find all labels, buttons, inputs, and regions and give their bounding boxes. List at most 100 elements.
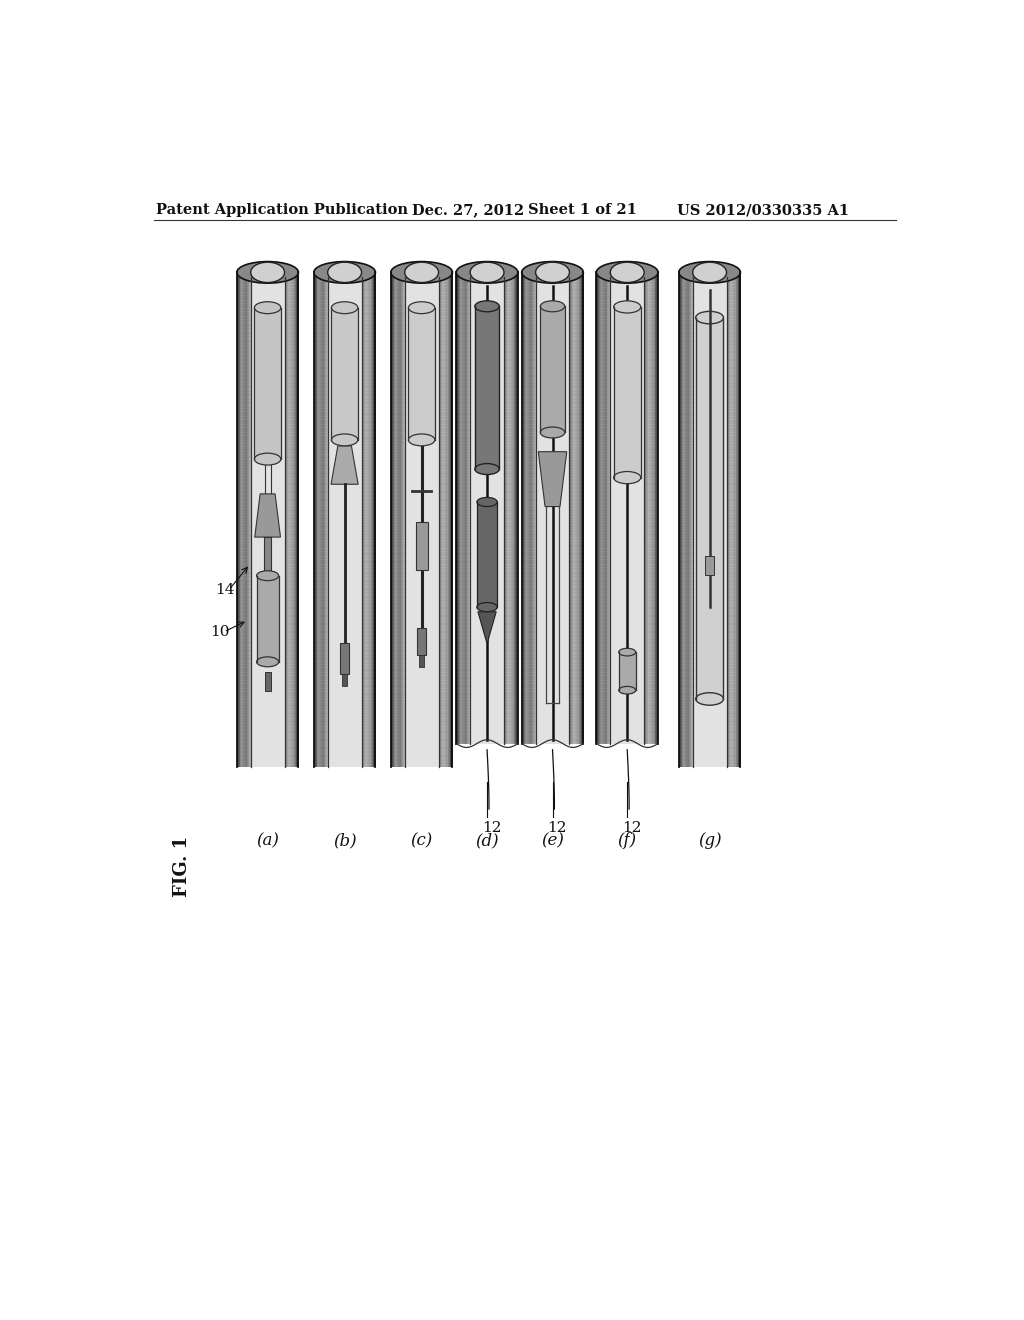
Bar — [244, 272, 245, 767]
Bar — [528, 272, 529, 743]
Bar — [601, 272, 602, 743]
Bar — [727, 272, 728, 767]
Bar — [316, 272, 317, 767]
Bar — [688, 272, 689, 767]
Bar — [295, 272, 296, 767]
Ellipse shape — [457, 261, 518, 284]
Bar — [656, 272, 657, 743]
Bar — [393, 272, 394, 767]
Bar — [506, 272, 507, 743]
Bar — [249, 272, 251, 767]
Bar — [239, 272, 240, 767]
Bar — [397, 272, 398, 767]
Bar — [292, 272, 293, 767]
Bar — [365, 272, 366, 767]
Bar — [582, 272, 583, 743]
Bar — [515, 272, 516, 743]
Bar — [570, 272, 571, 743]
Bar — [395, 272, 396, 767]
Bar — [733, 272, 734, 767]
Bar — [393, 272, 394, 767]
Bar — [572, 272, 574, 743]
Bar — [739, 272, 740, 767]
Bar — [657, 272, 658, 743]
Bar — [651, 272, 653, 743]
Bar — [361, 272, 362, 767]
Bar — [292, 272, 293, 767]
Ellipse shape — [313, 261, 376, 284]
Ellipse shape — [251, 263, 285, 282]
Bar — [392, 272, 393, 767]
Bar — [241, 272, 242, 767]
Bar — [525, 272, 526, 743]
Ellipse shape — [409, 434, 435, 446]
Bar — [467, 272, 469, 743]
Bar — [332, 308, 357, 440]
Bar — [370, 272, 371, 767]
Bar — [286, 272, 287, 767]
Bar — [682, 272, 683, 767]
Bar — [366, 272, 367, 767]
Bar — [401, 272, 403, 767]
Bar — [372, 272, 373, 767]
Bar — [683, 272, 684, 767]
Bar — [686, 272, 687, 767]
Bar — [692, 272, 693, 767]
Text: FIG. 1: FIG. 1 — [173, 836, 191, 898]
Bar — [248, 272, 249, 767]
Ellipse shape — [477, 498, 498, 507]
Bar — [247, 272, 248, 767]
Bar — [649, 272, 651, 743]
Bar — [439, 272, 440, 767]
Bar — [457, 272, 458, 743]
Bar — [362, 272, 365, 767]
Bar — [607, 272, 608, 743]
Bar — [318, 272, 319, 767]
Bar — [237, 272, 238, 767]
Ellipse shape — [257, 657, 279, 667]
Bar — [401, 272, 402, 767]
Text: Dec. 27, 2012: Dec. 27, 2012 — [412, 203, 524, 216]
Bar — [451, 272, 452, 767]
Bar — [342, 675, 347, 686]
Bar — [298, 272, 299, 767]
Bar — [468, 272, 469, 743]
Bar — [475, 306, 500, 469]
Bar — [241, 272, 242, 767]
Bar — [602, 272, 603, 743]
Bar — [254, 308, 281, 459]
Bar — [652, 272, 653, 743]
Ellipse shape — [254, 302, 281, 314]
Bar — [323, 272, 324, 767]
Bar — [391, 272, 392, 767]
Bar — [735, 272, 736, 767]
Bar — [319, 272, 321, 767]
Bar — [245, 272, 247, 767]
Bar — [517, 272, 518, 743]
Text: Sheet 1 of 21: Sheet 1 of 21 — [528, 203, 637, 216]
Bar — [735, 272, 736, 767]
Bar — [597, 272, 598, 743]
Bar — [521, 272, 523, 743]
Bar — [575, 272, 577, 743]
Bar — [325, 272, 326, 767]
Bar — [570, 272, 572, 743]
Bar — [645, 272, 647, 743]
Bar — [374, 272, 375, 767]
Bar — [605, 272, 606, 743]
Bar — [609, 272, 610, 743]
Bar — [318, 272, 319, 767]
Bar — [680, 272, 681, 767]
Ellipse shape — [618, 686, 636, 694]
Bar — [506, 272, 507, 743]
Bar — [606, 272, 607, 743]
Bar — [296, 272, 297, 767]
Bar — [526, 272, 527, 743]
Bar — [440, 272, 441, 767]
Bar — [313, 272, 315, 767]
Bar — [326, 272, 327, 767]
Bar — [508, 272, 509, 743]
Bar — [322, 272, 323, 767]
Ellipse shape — [409, 302, 435, 314]
Bar — [264, 672, 270, 690]
